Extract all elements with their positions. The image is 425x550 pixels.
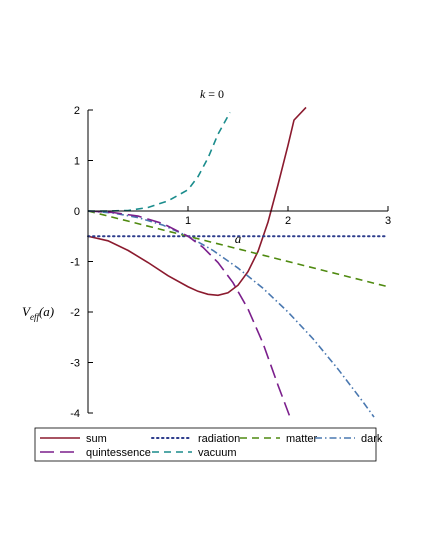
- legend: sum radiation matter dark quintessence vacuum: [34, 427, 383, 462]
- legend-item-quintessence: quintessence: [40, 447, 151, 459]
- legend-item-radiation: radiation: [151, 433, 240, 445]
- legend-box: [34, 427, 377, 462]
- y-tick-label: -2: [70, 307, 80, 319]
- axes: [87, 110, 388, 413]
- series-line-vacuum: [88, 112, 231, 212]
- y-label-arg: (a): [39, 304, 54, 319]
- legend-label: sum: [86, 433, 107, 445]
- legend-label: dark: [361, 433, 383, 445]
- legend-item-sum: sum: [40, 433, 107, 445]
- legend-label: quintessence: [86, 447, 151, 459]
- legend-label: matter: [286, 433, 318, 445]
- title-equals: = 0: [205, 87, 224, 101]
- legend-label: vacuum: [198, 447, 237, 459]
- legend-items: sum radiation matter dark quintessence vacuum: [40, 433, 383, 459]
- series-line-sum: [87, 106, 307, 297]
- y-tick-label: -1: [70, 257, 80, 269]
- y-axis-label: Veff(a): [22, 304, 54, 322]
- series-line-quintessence: [87, 210, 291, 418]
- legend-item-vacuum: vacuum: [152, 447, 237, 459]
- y-tick-label: 1: [74, 156, 80, 168]
- y-label-sub: eff: [30, 312, 40, 322]
- y-tick-label: 0: [74, 206, 80, 218]
- title-variable: k: [200, 87, 206, 101]
- y-tick-label: -4: [70, 408, 80, 420]
- x-tick-label: 1: [185, 215, 191, 227]
- ticks: 1 2 3 2 1 0 -1 -2 -3 -4: [70, 105, 391, 420]
- legend-label: radiation: [198, 433, 240, 445]
- y-tick-label: -3: [70, 358, 80, 370]
- x-axis-label: a: [235, 231, 242, 246]
- legend-item-dark: dark: [315, 433, 383, 445]
- x-tick-label: 2: [285, 215, 291, 227]
- legend-item-matter: matter: [240, 433, 318, 445]
- y-label-base: V: [22, 304, 32, 319]
- series-line-dark: [87, 210, 375, 418]
- x-tick-label: 3: [385, 215, 391, 227]
- chart-title: k = 0: [200, 87, 224, 101]
- series-layer: [87, 106, 389, 418]
- y-tick-label: 2: [74, 105, 80, 117]
- series-line-matter: [87, 210, 389, 288]
